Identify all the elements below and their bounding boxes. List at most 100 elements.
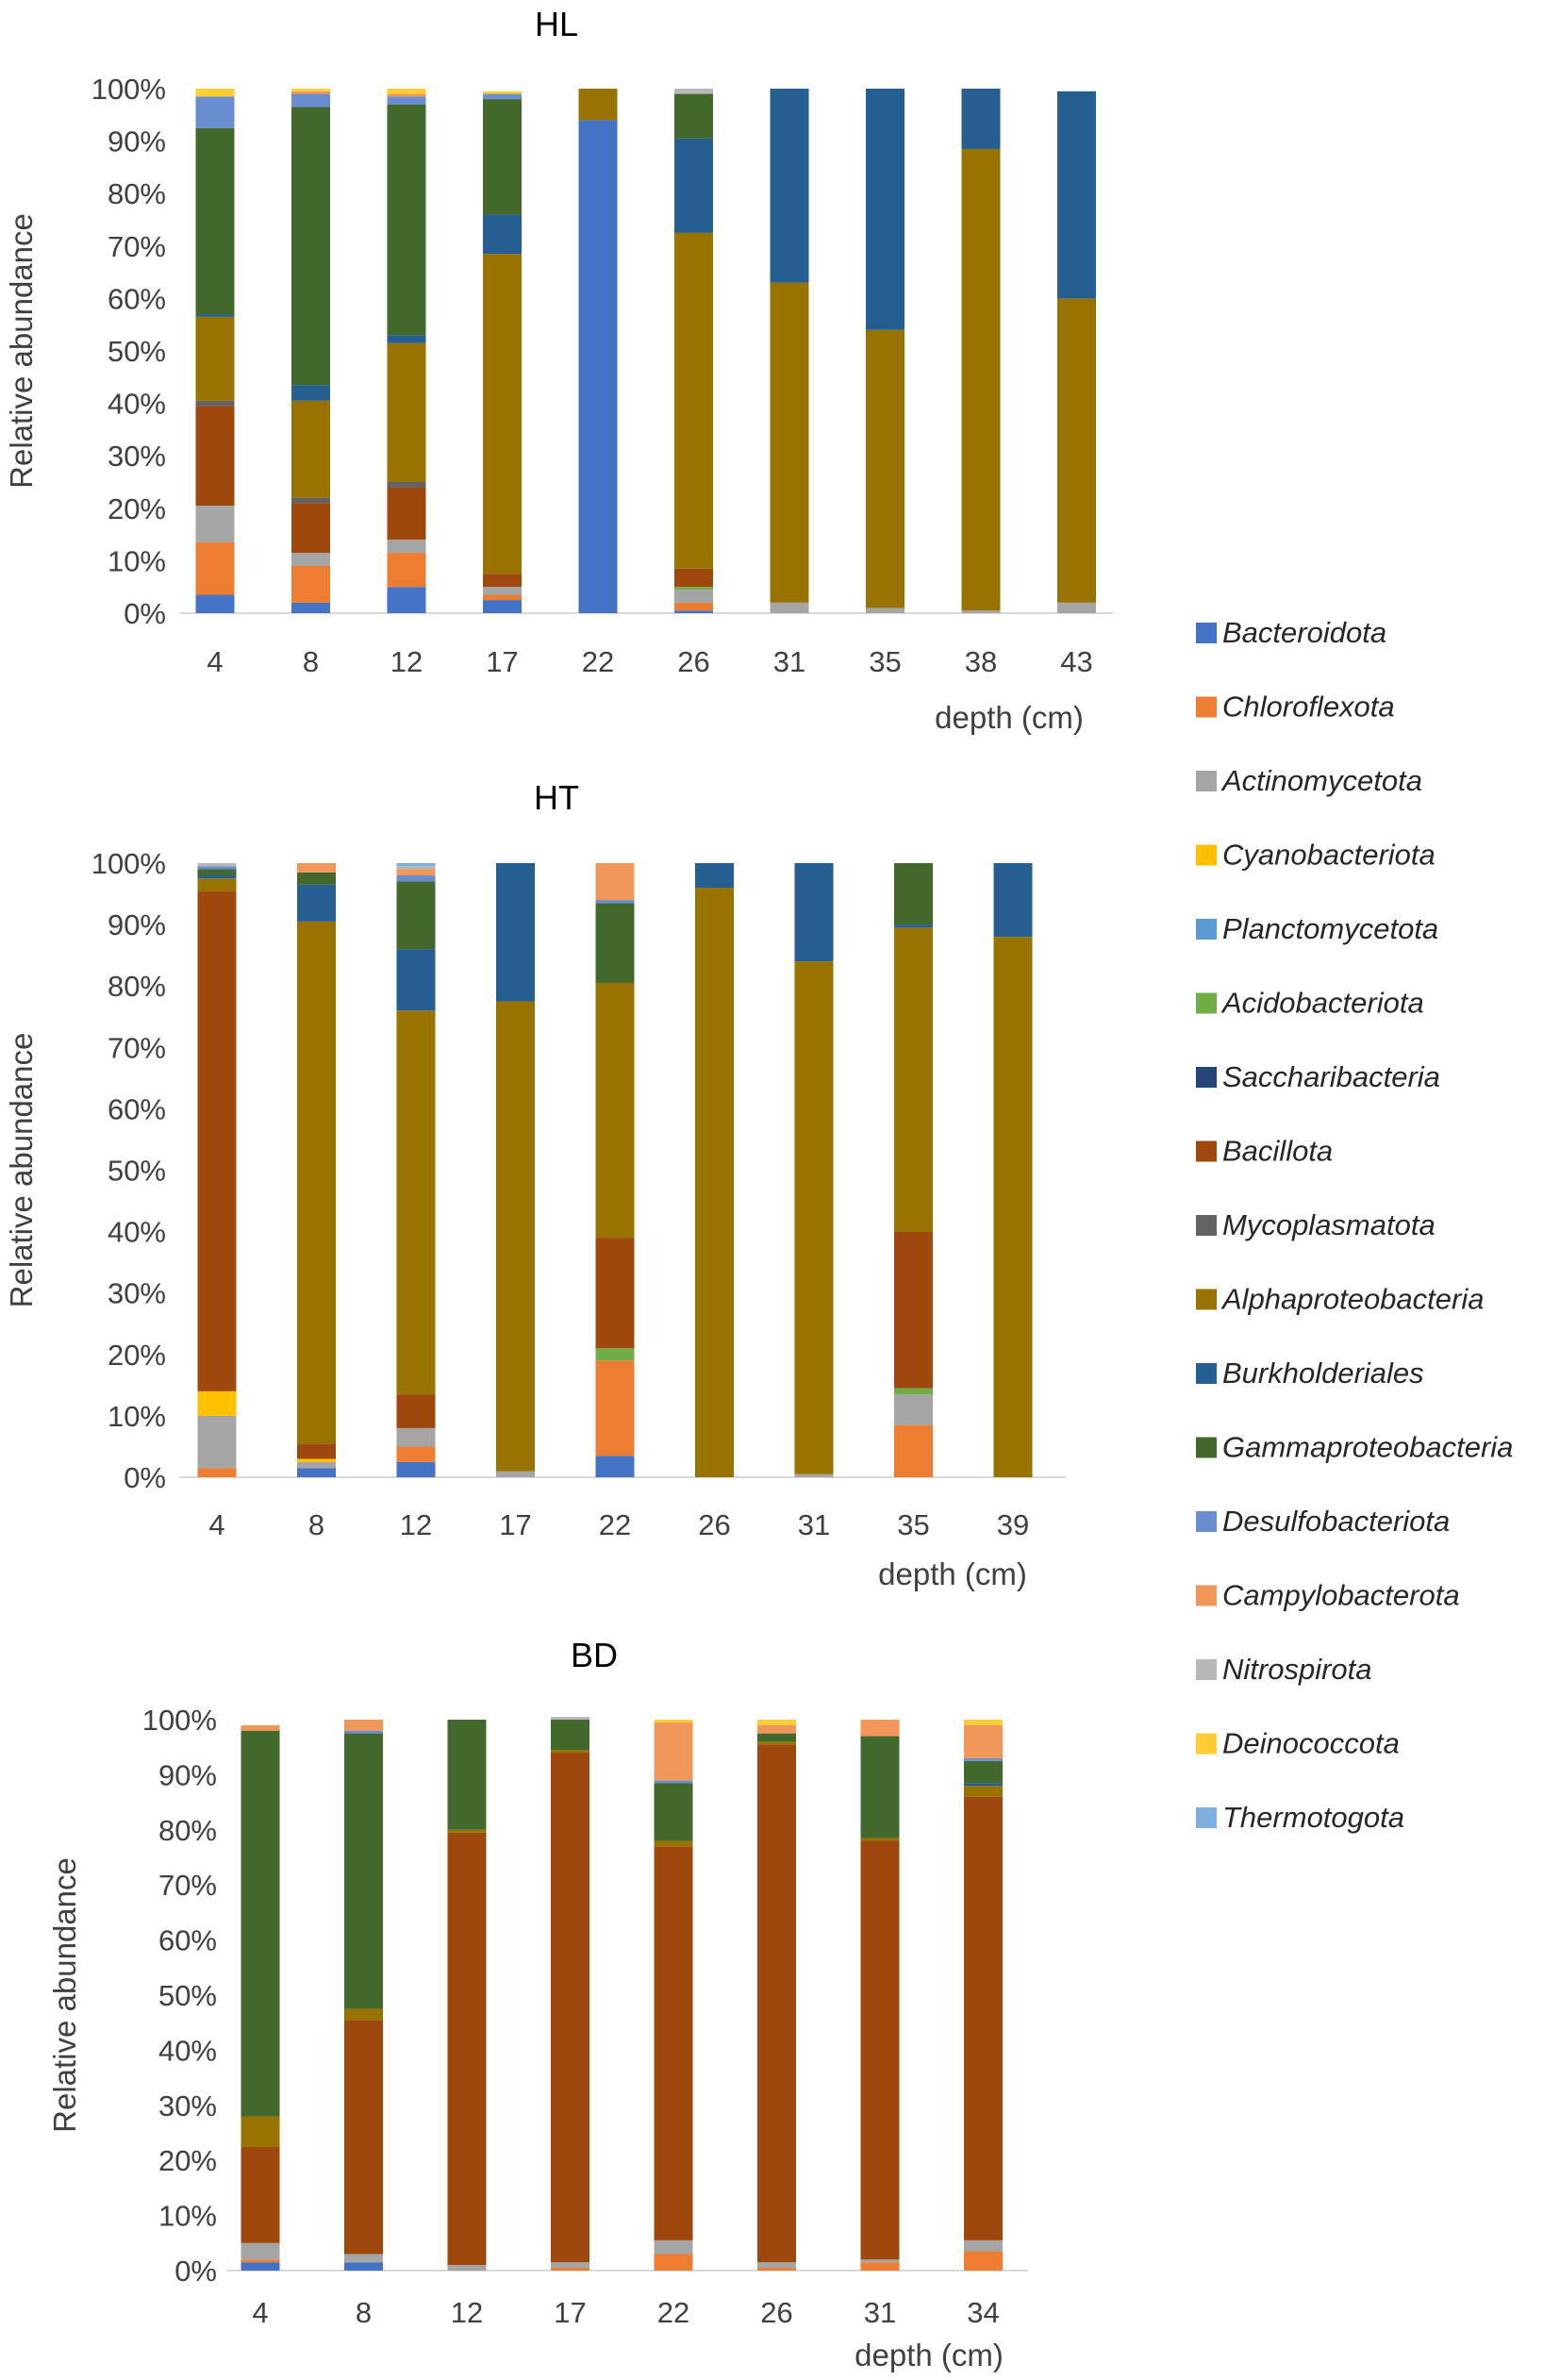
bar-segment-bacteroidota — [297, 1468, 336, 1477]
bar-stack-depth-12 — [447, 1720, 487, 2271]
y-tick-label: 30% — [158, 2089, 217, 2122]
legend-swatch — [1196, 1733, 1217, 1755]
bar-stack-depth-31 — [860, 1720, 900, 2271]
bar-segment-burkholderiales — [387, 335, 426, 343]
bar-segment-chloroflexota — [595, 1360, 635, 1456]
bar-segment-alphaproteobacteria — [866, 329, 904, 608]
bar-segment-desulfobacteriota — [964, 1757, 1003, 1761]
bar-segment-burkholderiales — [961, 89, 1001, 149]
x-tick-label: 12 — [400, 1508, 432, 1541]
bar-segment-nitrospirota — [674, 89, 713, 94]
x-tick-label: 31 — [798, 1508, 830, 1541]
bar-segment-chloroflexota — [964, 2251, 1003, 2271]
legend-swatch — [1196, 844, 1217, 866]
bar-segment-chloroflexota — [483, 594, 522, 601]
legend-swatch — [1196, 623, 1217, 643]
x-tick-label: 12 — [390, 645, 423, 678]
x-tick-label: 8 — [308, 1508, 324, 1541]
bar-segment-gammaproteobacteria — [387, 104, 426, 336]
x-tick-label: 22 — [582, 645, 614, 678]
bar-stack-depth-12 — [396, 863, 436, 1477]
legend-label: Acidobacteriota — [1220, 987, 1424, 1020]
bar-segment-actinomycetota — [195, 506, 235, 542]
bar-segment-alphaproteobacteria — [695, 888, 734, 1477]
y-tick-label: 50% — [108, 1155, 166, 1188]
x-tick-label: 39 — [997, 1508, 1029, 1541]
legend-swatch — [1196, 1511, 1217, 1532]
legend-label: Cyanobacteriota — [1222, 839, 1436, 872]
bar-segment-gammaproteobacteria — [291, 107, 330, 386]
x-tick-label: 22 — [599, 1508, 631, 1541]
bar-segment-deinococcota — [964, 1720, 1003, 1725]
x-tick-label: 35 — [869, 645, 901, 678]
bar-segment-cyanobacteriota — [197, 1390, 237, 1416]
bar-stack-depth-17 — [496, 863, 535, 1477]
y-tick-label: 10% — [108, 1400, 166, 1433]
bar-segment-chloroflexota — [894, 1424, 933, 1477]
bar-segment-actinomycetota — [964, 2239, 1003, 2252]
bar-segment-chloroflexota — [387, 553, 426, 588]
bar-segment-deinococcota — [387, 89, 426, 94]
bar-segment-actinomycetota — [961, 610, 1001, 613]
panel-ht: HT 0% 10% 20% 30% 40% 50% 60% 70% 80% 90% 100% Relat… — [4, 778, 1066, 1591]
legend-item-chloroflexota: Chloroflexota — [1196, 691, 1395, 724]
bar-segment-bacillota — [447, 1832, 487, 2266]
bar-segment-burkholderiales — [770, 89, 809, 283]
y-tick-label: 80% — [108, 970, 166, 1003]
bar-segment-alphaproteobacteria — [993, 937, 1033, 1477]
bar-segment-nitrospirota — [197, 863, 237, 867]
y-tick-label: 40% — [108, 1216, 166, 1249]
y-axis-label: Relative abundance — [4, 1033, 39, 1308]
legend-swatch — [1196, 1289, 1217, 1310]
bar-segment-campylobacterota — [387, 93, 426, 97]
bar-segment-chloroflexota — [551, 2268, 589, 2271]
bar-segment-chloroflexota — [396, 1446, 436, 1462]
y-tick-label: 100% — [91, 847, 166, 880]
x-tick-label: 34 — [967, 2296, 999, 2329]
legend-label: Gammaproteobacteria — [1222, 1431, 1513, 1464]
bar-segment-gammaproteobacteria — [860, 1736, 900, 1839]
y-tick-label: 20% — [108, 1339, 166, 1372]
legend-item-bacteroidota: Bacteroidota — [1196, 616, 1386, 649]
bar-segment-bacillota — [241, 2146, 280, 2243]
bar-segment-bacteroidota — [387, 587, 426, 613]
bar-stack-depth-8 — [291, 89, 330, 613]
bar-segment-acidobacteriota — [894, 1388, 933, 1395]
bar-segment-chloroflexota — [241, 2259, 280, 2263]
bar-segment-bacillota — [595, 1238, 635, 1349]
bar-segment-alphaproteobacteria — [291, 400, 330, 498]
y-tick-label: 30% — [108, 1277, 166, 1310]
bar-segment-actinomycetota — [674, 589, 713, 603]
bar-segment-actinomycetota — [496, 1471, 535, 1477]
bar-segment-desulfobacteriota — [595, 900, 635, 904]
bar-segment-desulfobacteriota — [396, 875, 436, 882]
y-tick-label: 100% — [91, 73, 166, 106]
bar-segment-chloroflexota — [860, 2262, 900, 2271]
bar-segment-mycoplasmatota — [195, 400, 235, 407]
bar-segment-actinomycetota — [344, 2254, 383, 2263]
legend-label: Mycoplasmatota — [1222, 1208, 1436, 1241]
bar-segment-actinomycetota — [794, 1473, 834, 1477]
bar-segment-actinomycetota — [894, 1394, 933, 1425]
bar-segment-acidobacteriota — [595, 1348, 635, 1361]
bar-segment-bacillota — [674, 568, 713, 588]
y-axis-label: Relative abundance — [47, 1857, 82, 2133]
bar-segment-gammaproteobacteria — [197, 869, 237, 876]
bar-segment-alphaproteobacteria — [496, 1001, 535, 1472]
legend-label: Actinomycetota — [1220, 764, 1422, 797]
y-tick-label: 10% — [158, 2200, 217, 2233]
bar-segment-bacteroidota — [396, 1461, 436, 1477]
bar-segment-deinococcota — [291, 89, 330, 92]
bar-segment-alphaproteobacteria — [654, 1840, 693, 1847]
legend-swatch — [1196, 1363, 1217, 1384]
bar-stack-depth-17 — [483, 91, 522, 613]
y-tick-label: 50% — [108, 335, 166, 368]
bar-segment-chloroflexota — [674, 602, 713, 611]
y-tick-label: 0% — [124, 1461, 166, 1494]
bar-stack-depth-22 — [595, 863, 635, 1477]
panel-title: HT — [534, 778, 579, 817]
legend-label: Alphaproteobacteria — [1220, 1283, 1484, 1316]
y-tick-label: 100% — [142, 1704, 217, 1737]
y-tick-label: 40% — [108, 388, 166, 421]
bar-segment-campylobacterota — [291, 91, 330, 94]
